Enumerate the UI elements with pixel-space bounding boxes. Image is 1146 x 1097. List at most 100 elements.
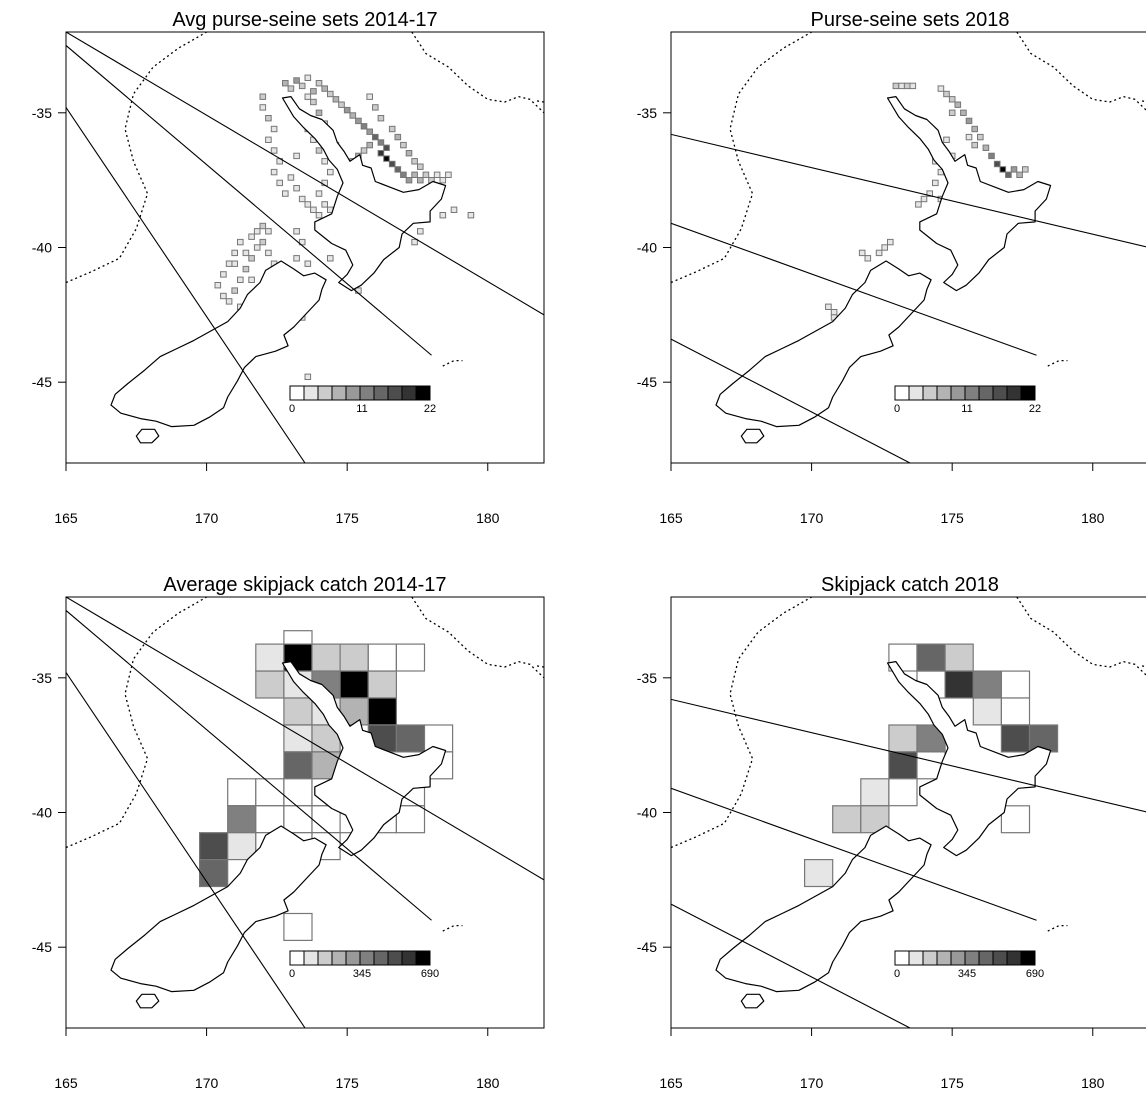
- grid-cell: [982, 144, 990, 152]
- legend-mid-label: 11: [356, 403, 367, 415]
- grid-cell: [225, 298, 233, 305]
- grid-cell: [248, 233, 255, 240]
- eez-boundary: [671, 32, 812, 284]
- legend: 0 11 22: [289, 385, 436, 415]
- legend-swatch: [894, 950, 910, 966]
- grid-cell: [1028, 724, 1059, 753]
- grid-cell: [395, 643, 426, 672]
- grid-cell: [315, 147, 323, 154]
- grid-cell: [439, 212, 447, 219]
- legend-swatch: [345, 950, 361, 966]
- x-tick-label: 175: [940, 1075, 964, 1091]
- legend-min-label: 0: [289, 403, 295, 415]
- eez-boundary: [66, 32, 207, 284]
- zone-boundary-line: [66, 45, 432, 356]
- grid-cell: [920, 195, 928, 203]
- zone-boundary-line: [671, 787, 1037, 921]
- grid-cell: [283, 778, 313, 807]
- legend-swatch: [303, 950, 319, 966]
- eez-boundary: [1047, 359, 1068, 367]
- grid-cell: [366, 93, 373, 100]
- grid-cell: [383, 144, 390, 152]
- legend-swatch: [359, 950, 375, 966]
- grid-cell: [377, 139, 385, 146]
- y-tick-label: -45: [32, 939, 52, 955]
- grid-cell: [242, 249, 250, 257]
- legend-swatch: [359, 385, 375, 401]
- grid-cell: [283, 805, 313, 834]
- grid-cell: [366, 141, 373, 149]
- panel-skipjack-catch-2018: Skipjack catch 2018 165 170 175 180 -35 -40 -45…: [637, 574, 1146, 1091]
- grid-cell: [253, 228, 261, 235]
- zone-boundary-line: [66, 610, 432, 921]
- grid-cell: [231, 249, 238, 257]
- grid-cell: [395, 805, 426, 834]
- grid-cell: [888, 724, 918, 753]
- stewart-island: [740, 428, 765, 444]
- legend-swatch: [317, 950, 333, 966]
- y-tick-label: -45: [637, 939, 657, 955]
- y-tick-label: -35: [637, 670, 657, 686]
- zone-boundary-line: [66, 32, 544, 316]
- north-island: [886, 660, 1052, 857]
- north-island: [886, 95, 1052, 292]
- grid-cell: [909, 82, 917, 90]
- legend-swatch: [303, 385, 319, 401]
- panel-average-skipjack-catch: Average skipjack catch 2014-17 165 170 175 1…: [32, 574, 545, 1091]
- grid-cell: [227, 778, 257, 807]
- legend-swatch: [317, 385, 333, 401]
- grid-cell: [227, 832, 257, 861]
- grid-cell: [943, 90, 950, 98]
- legend-swatch: [331, 950, 347, 966]
- grid-cell: [954, 101, 962, 108]
- eez-boundary: [442, 359, 463, 367]
- grid-cell: [225, 260, 233, 267]
- grid-cell: [270, 147, 278, 154]
- grid-cell: [259, 222, 267, 230]
- grid-cell: [1010, 166, 1018, 173]
- grid-cell: [892, 82, 900, 90]
- legend-swatch: [289, 385, 305, 401]
- grid-cell: [372, 133, 379, 141]
- x-tick-label: 170: [195, 1075, 219, 1091]
- x-tick-label: 180: [1081, 1075, 1105, 1091]
- grid-cell: [227, 805, 257, 834]
- grid-cell: [400, 141, 407, 149]
- grid-cell: [433, 171, 441, 179]
- map-area: [66, 32, 544, 463]
- panel-purse-seine-sets-2018: Purse-seine sets 2018 165 170 175 180 -35 -40 -…: [637, 9, 1146, 526]
- grid-cell: [1000, 697, 1031, 726]
- grid-cell: [255, 643, 285, 672]
- stewart-island: [135, 428, 160, 444]
- x-tick-label: 175: [335, 510, 359, 526]
- x-tick-label: 170: [800, 1075, 824, 1091]
- grid-cell: [321, 85, 328, 92]
- grid-cell: [417, 163, 424, 170]
- grid-cell: [400, 171, 407, 179]
- zone-boundary-line: [671, 338, 911, 463]
- grid-cell: [304, 373, 312, 381]
- grid-cell: [298, 82, 306, 90]
- x-tick-label: 170: [195, 510, 219, 526]
- stewart-island: [135, 993, 160, 1009]
- legend-swatch: [345, 385, 361, 401]
- grid-cell: [265, 228, 272, 235]
- grid-cell: [417, 228, 424, 235]
- zone-boundary-line: [671, 698, 1146, 813]
- grid-cell: [411, 171, 418, 179]
- grid-cell: [971, 125, 979, 133]
- south-island: [715, 825, 932, 993]
- legend-swatch: [401, 950, 417, 966]
- grid-cell: [383, 155, 390, 162]
- eez-boundary: [1016, 32, 1146, 111]
- grid-cell: [1000, 724, 1031, 753]
- grid-cell: [293, 77, 300, 84]
- grid-cell: [270, 168, 278, 176]
- legend-swatch: [922, 385, 938, 401]
- x-tick-label: 170: [800, 510, 824, 526]
- legend-mid-label: 345: [353, 968, 371, 980]
- x-tick-label: 165: [659, 510, 683, 526]
- grid-cell: [366, 128, 373, 135]
- grid-cell: [367, 697, 397, 726]
